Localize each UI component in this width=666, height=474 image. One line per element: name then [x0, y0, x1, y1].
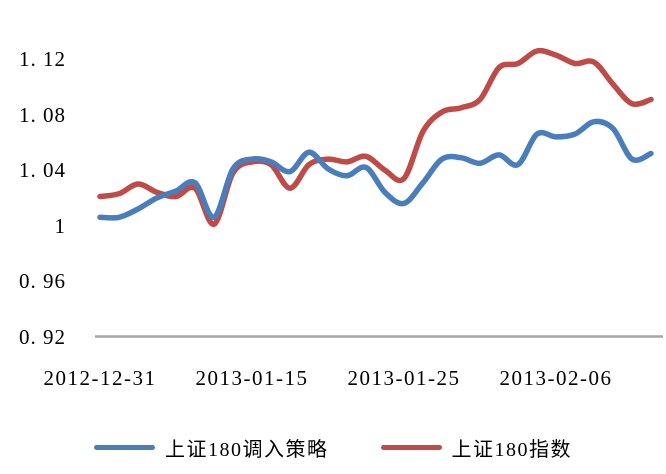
chart-legend: 上证180调入策略 上证180指数	[0, 433, 666, 462]
y-tick-label: 0. 96	[19, 269, 66, 294]
y-tick-label: 1. 04	[19, 158, 66, 183]
legend-line-swatch	[380, 445, 442, 450]
series-line-1	[97, 47, 654, 227]
legend-item: 上证180调入策略	[94, 433, 329, 462]
x-tick-label: 2013-01-25	[347, 366, 461, 390]
series-line-0	[97, 118, 654, 221]
x-tick-label: 2012-12-31	[43, 366, 157, 390]
x-tick-label: 2013-01-15	[195, 366, 309, 390]
y-tick-label: 1. 08	[19, 102, 66, 127]
legend-line-swatch	[94, 445, 155, 450]
y-tick-label: 1. 12	[19, 47, 66, 72]
x-tick-label: 2013-02-06	[499, 366, 613, 390]
y-tick-label: 1	[54, 213, 66, 238]
legend-label: 上证180指数	[451, 439, 572, 461]
legend-item: 上证180指数	[380, 433, 573, 462]
legend-label: 上证180调入策略	[165, 439, 329, 461]
y-tick-label: 0. 92	[19, 324, 66, 349]
